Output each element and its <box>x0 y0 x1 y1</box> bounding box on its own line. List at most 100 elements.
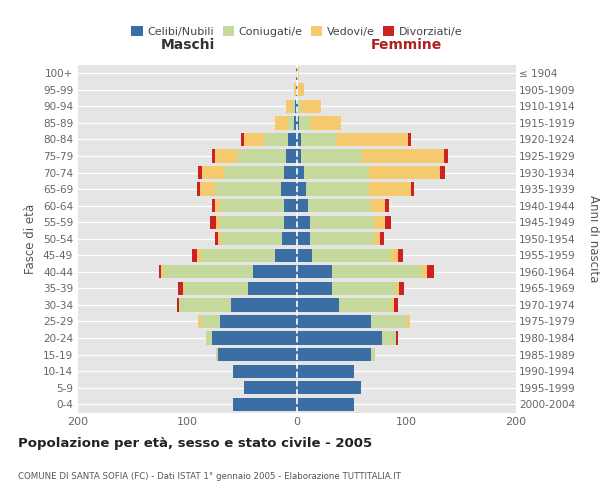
Bar <box>284 199 297 212</box>
Bar <box>295 100 297 113</box>
Bar <box>308 199 371 212</box>
Bar <box>220 216 284 229</box>
Bar <box>299 116 310 130</box>
Bar <box>199 315 200 328</box>
Bar <box>304 166 369 179</box>
Bar <box>212 199 215 212</box>
Bar <box>385 216 391 229</box>
Bar <box>200 315 220 328</box>
Bar <box>395 332 398 344</box>
Bar <box>284 216 297 229</box>
Bar <box>298 100 301 113</box>
Bar <box>297 199 308 212</box>
Bar <box>199 166 202 179</box>
Bar <box>184 282 248 295</box>
Bar <box>391 248 398 262</box>
Bar <box>297 83 298 96</box>
Bar <box>298 83 304 96</box>
Bar <box>332 282 395 295</box>
Bar <box>281 232 297 245</box>
Bar <box>440 166 445 179</box>
Bar <box>371 348 375 361</box>
Bar <box>197 182 200 196</box>
Bar <box>407 133 411 146</box>
Bar <box>215 199 220 212</box>
Bar <box>220 199 284 212</box>
Bar <box>248 282 297 295</box>
Bar <box>297 182 306 196</box>
Bar <box>395 282 399 295</box>
Bar <box>218 348 297 361</box>
Bar <box>297 232 310 245</box>
Text: Femmine: Femmine <box>371 38 442 52</box>
Bar <box>301 133 337 146</box>
Bar <box>281 182 297 196</box>
Bar <box>301 100 321 113</box>
Bar <box>301 150 362 162</box>
Bar <box>212 332 297 344</box>
Bar <box>297 248 313 262</box>
Bar <box>422 265 427 278</box>
Bar <box>215 150 237 162</box>
Bar <box>197 248 200 262</box>
Bar <box>297 166 304 179</box>
Bar <box>411 182 414 196</box>
Bar <box>296 66 297 80</box>
Bar <box>224 166 284 179</box>
Bar <box>192 248 197 262</box>
Bar <box>179 298 232 312</box>
Bar <box>297 66 299 80</box>
Bar <box>288 133 297 146</box>
Bar <box>394 298 398 312</box>
Bar <box>371 315 407 328</box>
Bar <box>288 116 294 130</box>
Bar <box>200 182 215 196</box>
Bar <box>244 381 297 394</box>
Bar <box>297 348 371 361</box>
Bar <box>161 265 163 278</box>
Bar <box>200 248 275 262</box>
Bar <box>215 232 218 245</box>
Bar <box>294 116 297 130</box>
Bar <box>286 150 297 162</box>
Bar <box>407 315 410 328</box>
Bar <box>275 248 297 262</box>
Bar <box>382 332 395 344</box>
Bar <box>297 398 354 411</box>
Bar <box>216 216 220 229</box>
Bar <box>297 298 338 312</box>
Bar <box>215 182 281 196</box>
Bar <box>216 348 218 361</box>
Bar <box>310 216 374 229</box>
Bar <box>374 232 380 245</box>
Bar <box>244 133 264 146</box>
Bar <box>362 150 444 162</box>
Bar <box>206 332 212 344</box>
Bar <box>398 248 403 262</box>
Bar <box>297 133 301 146</box>
Bar <box>385 199 389 212</box>
Bar <box>297 315 371 328</box>
Bar <box>293 100 295 113</box>
Legend: Celibi/Nubili, Coniugati/e, Vedovi/e, Divorziati/e: Celibi/Nubili, Coniugati/e, Vedovi/e, Di… <box>127 22 467 41</box>
Bar <box>374 216 385 229</box>
Bar <box>178 282 183 295</box>
Bar <box>399 282 404 295</box>
Bar <box>232 298 297 312</box>
Bar <box>297 100 298 113</box>
Bar <box>220 315 297 328</box>
Text: Maschi: Maschi <box>160 38 215 52</box>
Bar <box>444 150 448 162</box>
Bar <box>306 182 369 196</box>
Bar <box>253 265 297 278</box>
Bar <box>163 265 253 278</box>
Bar <box>218 232 221 245</box>
Text: Popolazione per età, sesso e stato civile - 2005: Popolazione per età, sesso e stato civil… <box>18 438 372 450</box>
Text: COMUNE DI SANTA SOFIA (FC) - Dati ISTAT 1° gennaio 2005 - Elaborazione TUTTITALI: COMUNE DI SANTA SOFIA (FC) - Dati ISTAT … <box>18 472 401 481</box>
Bar <box>212 150 215 162</box>
Bar <box>202 166 224 179</box>
Bar <box>241 133 244 146</box>
Bar <box>297 265 332 278</box>
Bar <box>427 265 434 278</box>
Bar <box>369 182 411 196</box>
